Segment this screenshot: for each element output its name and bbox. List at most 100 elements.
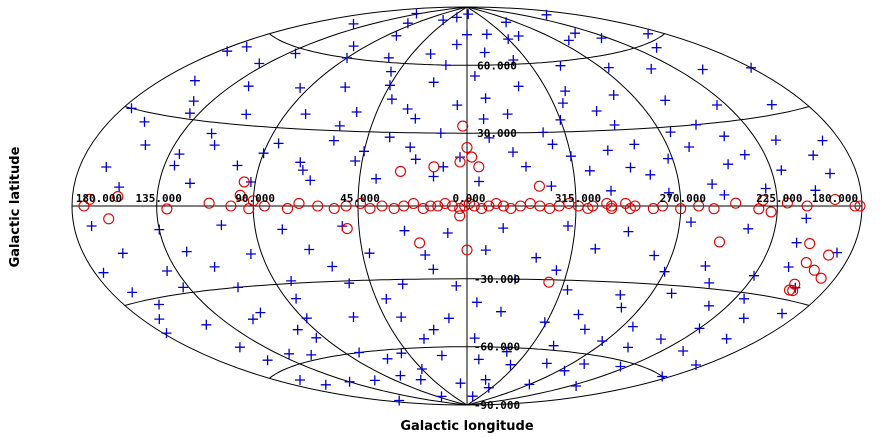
cross-marker [560,86,571,97]
cross-marker [451,39,462,50]
circle-marker [328,202,340,215]
cross-marker [657,371,668,382]
cross-marker [606,185,616,196]
cross-marker [411,8,422,19]
cross-marker [185,178,195,189]
cross-marker [386,94,397,105]
cross-marker [508,55,519,65]
cross-marker [467,391,478,402]
circle-marker [483,200,495,212]
circle-marker [473,161,485,173]
cross-marker [596,33,607,44]
cross-marker [608,90,619,100]
cross-marker [154,299,164,310]
circle-marker [454,156,466,168]
circle-marker [476,202,488,215]
cross-marker [126,103,137,114]
longitude-tick-label: 135.000 [136,192,182,205]
cross-marker [438,161,449,172]
circle-marker [364,202,376,215]
cross-marker [660,95,671,106]
cross-marker [501,346,512,357]
cross-marker [555,60,566,71]
circle-marker [112,191,124,203]
cross-marker [86,221,97,231]
cross-marker [178,282,189,293]
cross-marker [616,302,627,313]
circle-marker [312,200,324,212]
cross-marker [480,374,491,385]
latitude-tick-label: -60.000 [474,341,520,354]
cross-marker [548,340,559,351]
cross-marker [505,359,516,370]
cross-marker [416,364,427,374]
cross-marker [241,109,252,120]
circle-marker [468,200,480,212]
cross-marker [659,266,670,277]
cross-marker [383,52,394,63]
cross-marker [479,47,490,58]
cross-marker [300,109,311,120]
cross-marker [139,116,150,127]
longitude-tick-label: 270.000 [660,192,706,205]
cross-marker [428,264,439,275]
cross-marker [562,284,573,295]
longitude-tick-label: 180.000 [76,192,122,205]
cross-marker [436,350,447,361]
cross-marker [471,297,482,308]
cross-marker [428,171,439,182]
cross-marker [707,179,718,190]
tick-labels: 180.000 135.000 90.000 45.000 0.000 315.000 27… [76,59,858,412]
cross-marker [350,156,361,166]
cross-marker [311,332,322,343]
circle-marker [675,203,687,215]
cross-marker [557,98,568,109]
cross-marker [810,185,821,196]
cross-marker [438,15,449,26]
cross-marker [443,313,454,324]
cross-marker [117,248,128,259]
circle-marker [854,200,866,212]
cross-marker [305,175,316,186]
cross-marker [233,282,243,293]
cross-marker [712,100,722,110]
circle-marker [225,200,237,212]
cross-marker [248,314,258,325]
circle-marker [765,206,777,218]
cross-marker [291,293,302,304]
cross-marker [547,139,558,150]
cross-marker [808,150,819,161]
cross-marker [649,250,660,261]
circle-marker [78,200,90,212]
coordinate-grid [71,6,863,406]
cross-marker [209,261,220,272]
cross-marker [502,109,513,120]
cross-marker [615,361,626,372]
cross-marker [777,308,787,319]
cross-marker [643,28,654,39]
cross-marker [463,9,474,20]
cross-marker [510,274,520,285]
cross-marker [513,31,524,41]
cross-marker [391,30,402,41]
cross-marker [451,12,462,23]
cross-marker [258,148,269,159]
circle-marker [376,200,388,212]
cross-marker [384,132,395,143]
cross-marker [541,9,552,20]
circle-marker [417,202,429,215]
circle-marker [238,176,250,188]
circle-marker [247,195,259,207]
y-axis-title: Galactic latitude [8,146,23,267]
circle-marker [787,285,799,297]
cross-marker [397,279,408,290]
cross-marker [538,127,549,138]
circle-marker [161,203,173,215]
cross-marker [295,375,305,385]
cross-marker [738,313,749,324]
circle-marker [428,161,440,173]
cross-marker [603,62,614,73]
cross-marker [481,29,492,40]
cross-marker [284,348,295,359]
